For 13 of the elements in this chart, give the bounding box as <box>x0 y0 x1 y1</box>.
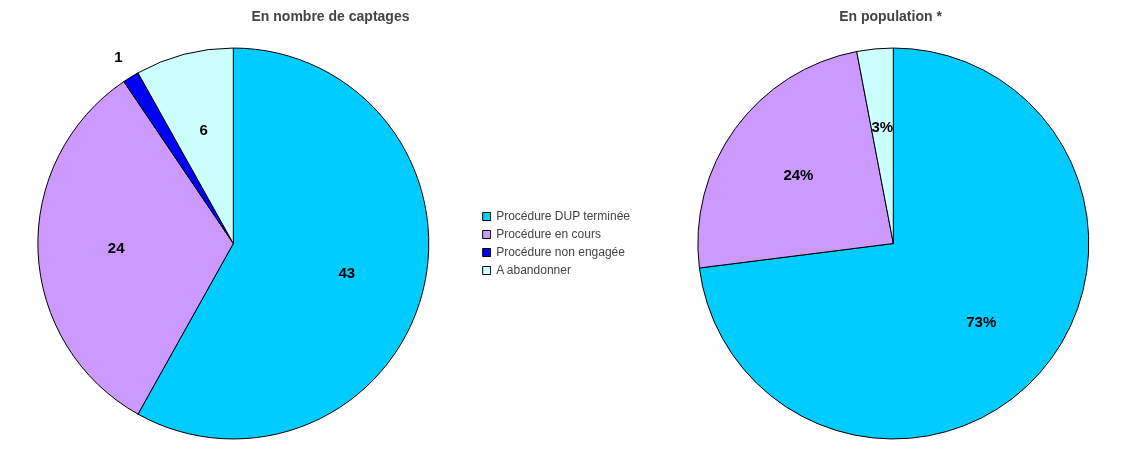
chart-title: En nombre de captages <box>251 7 410 24</box>
data-label: 1 <box>114 48 123 66</box>
data-label: 24% <box>783 166 814 184</box>
data-label: 6 <box>199 121 208 139</box>
legend-label: Procédure en cours <box>496 227 601 241</box>
data-label: 73% <box>966 312 997 330</box>
legend-label: Procédure DUP terminée <box>496 209 630 223</box>
data-label: 43 <box>338 264 356 282</box>
legend-label: Procédure non engagée <box>496 245 625 259</box>
data-label: 3% <box>871 118 894 136</box>
legend-label: A abandonner <box>496 263 571 277</box>
data-label: 24 <box>107 239 126 257</box>
chart-title: En population * <box>839 7 943 24</box>
